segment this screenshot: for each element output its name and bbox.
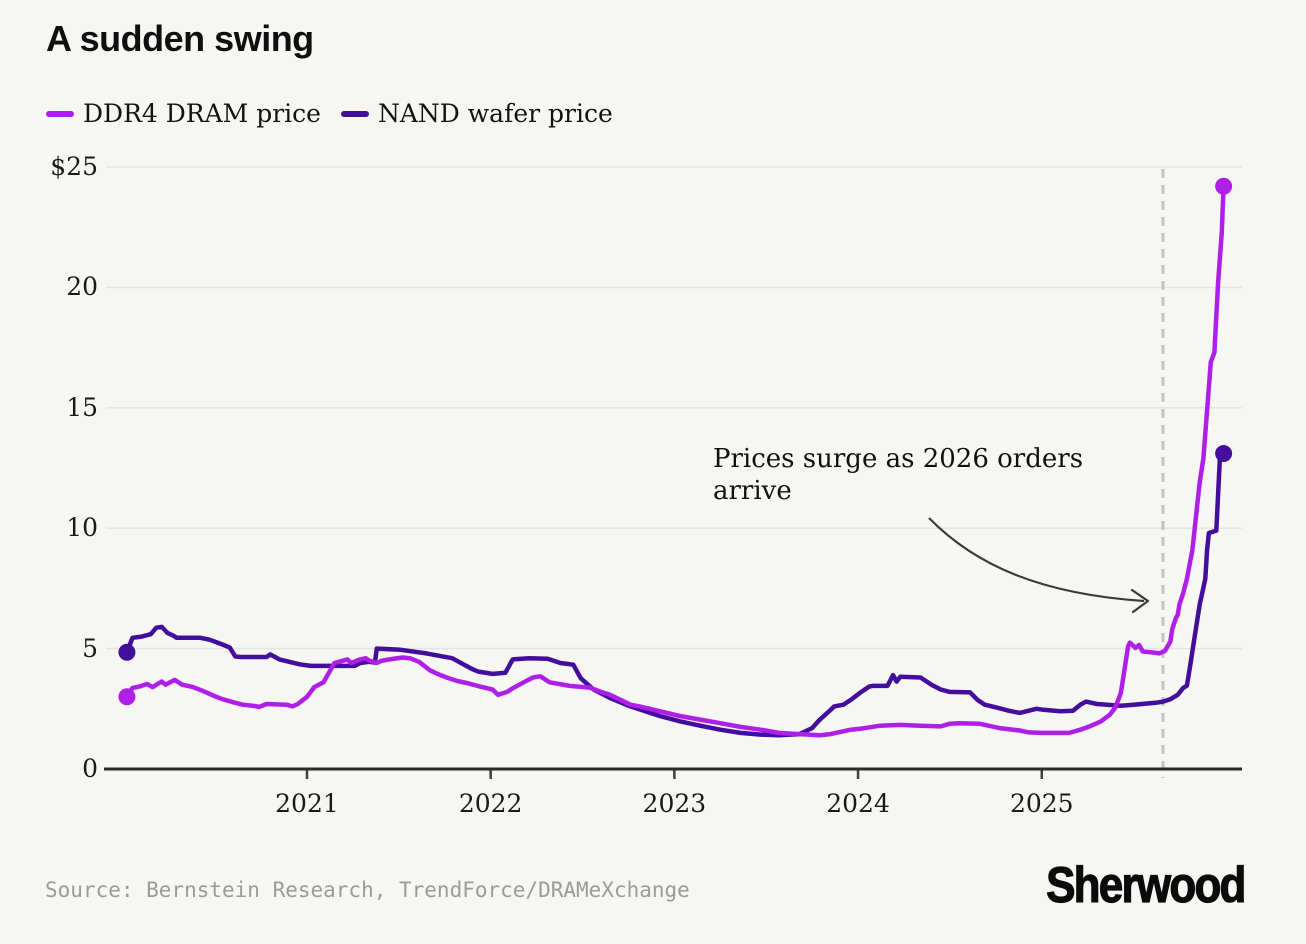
nand-line-swatch-icon	[340, 110, 369, 117]
annotation-arrow	[928, 517, 1145, 603]
series-end-dot	[1215, 445, 1233, 463]
legend-item-nand: NAND wafer price	[340, 99, 613, 128]
series-end-dot	[1215, 177, 1233, 195]
y-axis-label: 20	[66, 272, 98, 302]
series-line-nand	[124, 451, 1226, 738]
y-axis-label: $25	[50, 152, 98, 181]
chart-title: A sudden swing	[46, 18, 314, 59]
series-line-ddr4	[124, 184, 1226, 738]
x-axis-label: 2024	[826, 789, 890, 818]
y-axis-label: 0	[82, 754, 98, 783]
series-start-dot	[118, 643, 136, 661]
legend-label-ddr4: DDR4 DRAM price	[83, 99, 321, 128]
legend-item-ddr4: DDR4 DRAM price	[46, 99, 321, 128]
series-start-dot	[118, 688, 136, 706]
x-axis-label: 2022	[458, 789, 523, 818]
x-axis-label: 2023	[642, 789, 707, 818]
ddr4-line-swatch-icon	[46, 110, 74, 117]
x-axis-label: 2025	[1009, 789, 1074, 818]
sherwood-logo: Sherwood	[1046, 856, 1247, 913]
chart-annotation: Prices surge as 2026 orders arrive	[713, 444, 1084, 506]
legend: DDR4 DRAM price NAND wafer price	[46, 99, 613, 128]
legend-label-nand: NAND wafer price	[377, 99, 613, 128]
y-axis-label: 5	[82, 633, 98, 663]
y-axis-label: 10	[66, 513, 98, 543]
x-axis-label: 2021	[275, 789, 339, 818]
y-axis-label: 15	[66, 392, 98, 422]
annotation-arrowhead	[1130, 588, 1150, 614]
source-credit: Source: Bernstein Research, TrendForce/D…	[45, 878, 690, 902]
